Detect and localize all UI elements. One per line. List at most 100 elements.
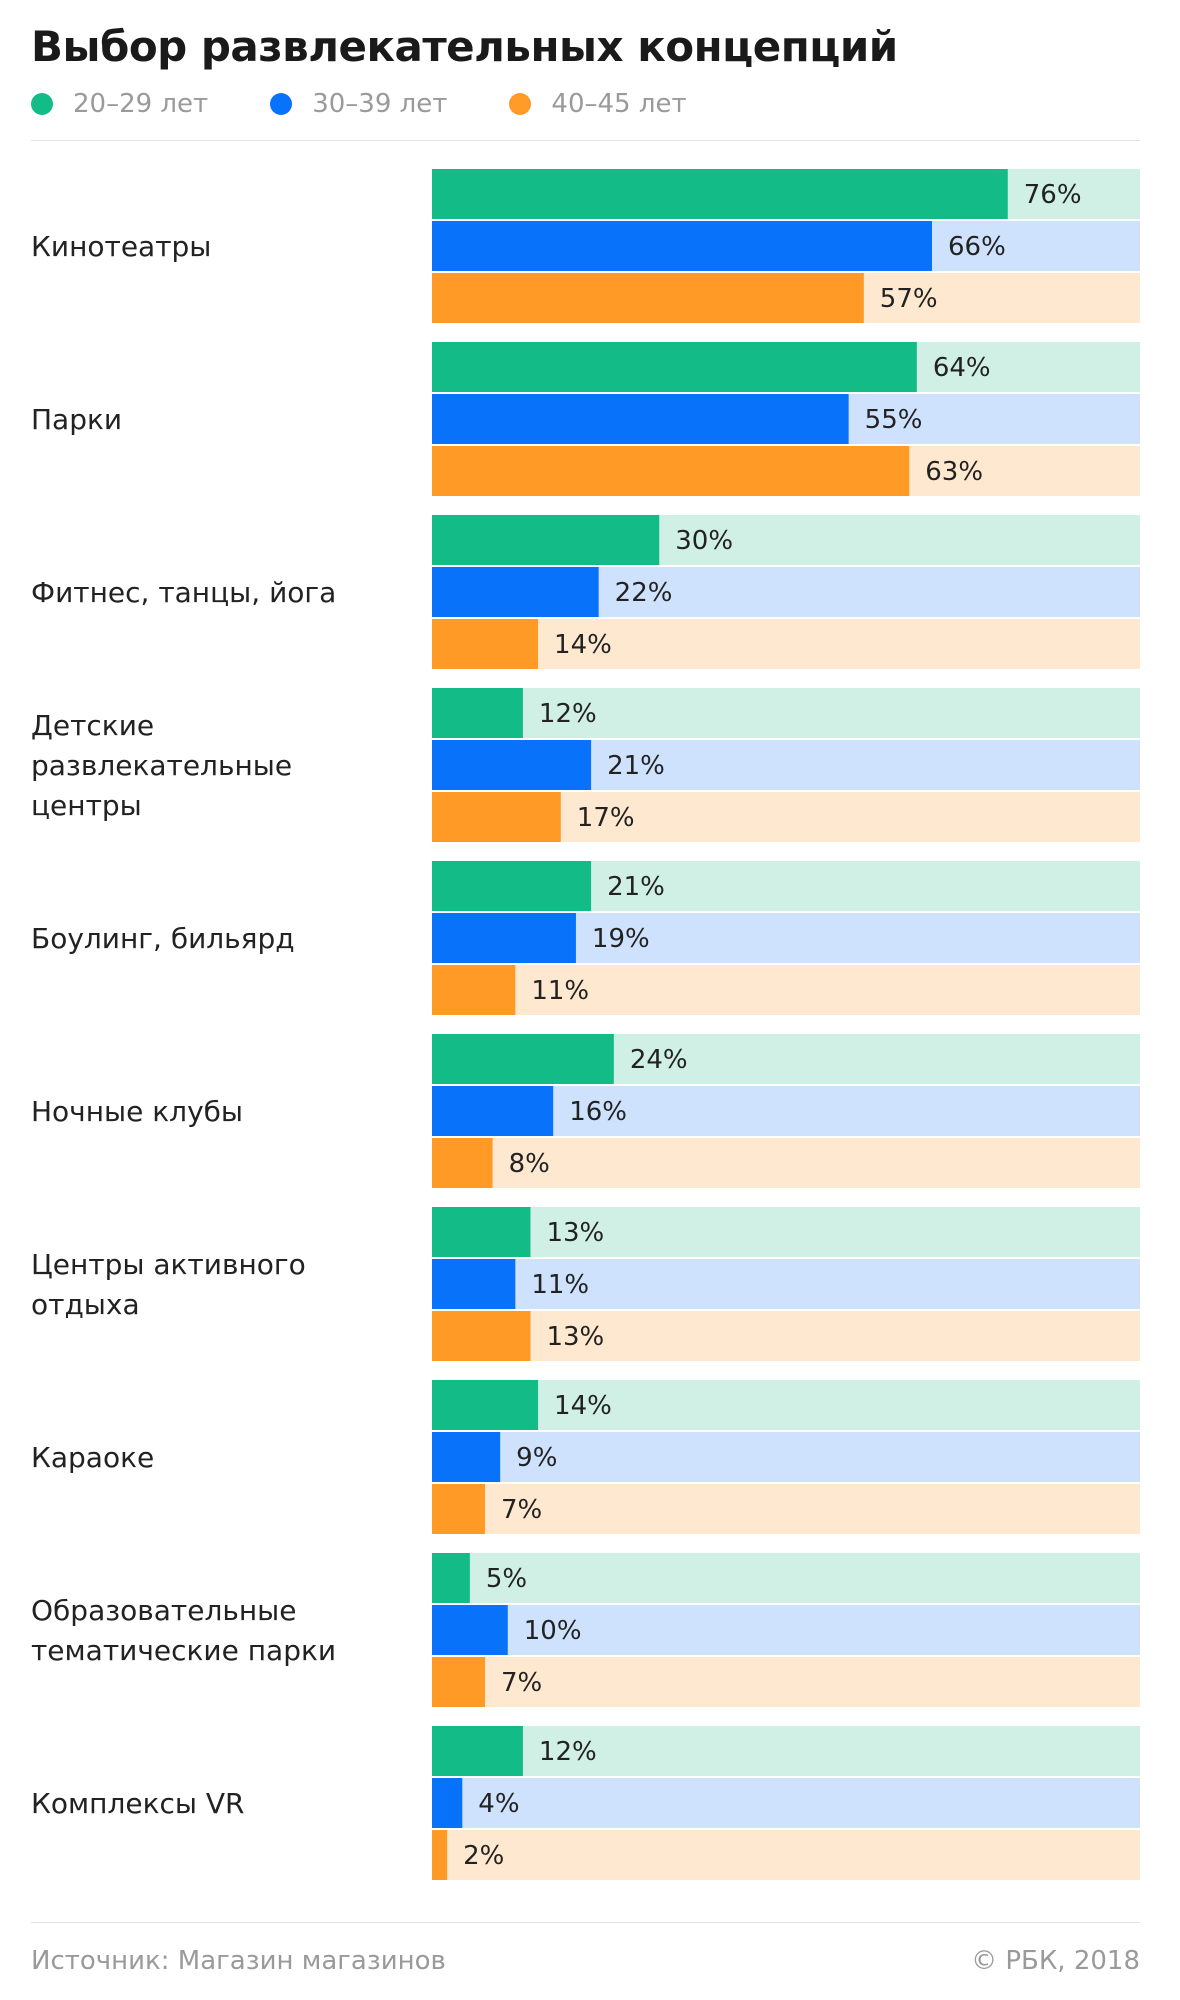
legend: 20–29 лет 30–39 лет 40–45 лет (31, 86, 749, 122)
bar-track-20-29 (432, 1380, 1140, 1430)
bar-track-20-29 (432, 1207, 1140, 1257)
bar-value-label: 11% (531, 976, 589, 1006)
bar-value-label: 55% (865, 405, 923, 435)
bar-value-label: 64% (933, 353, 991, 383)
bar-value-label: 5% (486, 1564, 527, 1594)
bar-track-30-39 (432, 1605, 1140, 1655)
bar-track-40-45 (432, 1311, 1140, 1361)
bar-30-39 (432, 1432, 501, 1482)
category-label-line: Образовательные (31, 1594, 297, 1627)
category-label: Фитнес, танцы, йога (31, 576, 336, 609)
bar-20-29 (432, 688, 523, 738)
bar-value-label: 9% (516, 1443, 557, 1473)
bar-chart: Кинотеатры 76% 66% 57% Парки 64% 55%63% Фитнес,… (31, 169, 1140, 1880)
source-note: Источник: Магазин магазинов (31, 1946, 446, 1976)
bar-30-39 (432, 1605, 508, 1655)
bar-30-39 (432, 913, 576, 963)
bar-30-39 (432, 394, 849, 444)
bar-40-45 (432, 1138, 493, 1188)
bar-40-45 (432, 965, 516, 1015)
bar-30-39 (432, 1778, 463, 1828)
bar-20-29 (432, 169, 1008, 219)
bar-value-label: 12% (539, 1737, 597, 1767)
bar-value-label: 17% (577, 803, 635, 833)
bar-20-29 (432, 861, 592, 911)
legend-label-20-29: 20–29 лет (73, 89, 209, 119)
top-divider (31, 140, 1140, 141)
bar-value-label: 21% (607, 872, 665, 902)
bar-value-label: 13% (546, 1218, 604, 1248)
legend-dot-40-45 (509, 93, 532, 115)
bottom-divider (31, 1922, 1140, 1923)
legend-item-30-39: 30–39 лет (270, 89, 447, 119)
category-label: Ночные клубы (31, 1095, 243, 1128)
bar-30-39 (432, 1259, 516, 1309)
bar-value-label: 24% (630, 1045, 688, 1075)
bar-20-29 (432, 342, 917, 392)
bar-30-39 (432, 221, 932, 271)
bar-20-29 (432, 515, 660, 565)
bar-value-label: 7% (501, 1668, 542, 1698)
copyright-note: © РБК, 2018 (971, 1946, 1140, 1976)
bar-value-label: 8% (509, 1149, 550, 1179)
bar-value-label: 4% (478, 1789, 519, 1819)
bar-track-40-45 (432, 1830, 1140, 1880)
category-label: Образовательные тематические парки (31, 1594, 336, 1667)
category-label-line: отдыха (31, 1288, 140, 1321)
bar-track-30-39 (432, 1778, 1140, 1828)
bar-track-20-29 (432, 1553, 1140, 1603)
legend-label-40-45: 40–45 лет (551, 89, 687, 119)
bar-40-45 (432, 792, 561, 842)
bar-track-40-45 (432, 1138, 1140, 1188)
legend-item-40-45: 40–45 лет (509, 89, 687, 119)
category-label: Комплексы VR (31, 1787, 245, 1820)
bar-40-45 (432, 1484, 486, 1534)
bar-track-40-45 (432, 1484, 1140, 1534)
bar-value-label: 16% (569, 1097, 627, 1127)
bar-value-label: 66% (948, 232, 1006, 262)
bar-value-label: 57% (880, 284, 938, 314)
legend-dot-20-29 (31, 93, 53, 115)
bar-40-45 (432, 1311, 531, 1361)
bar-30-39 (432, 1086, 554, 1136)
bar-value-label: 19% (592, 924, 650, 954)
bar-40-45 (432, 446, 910, 496)
bar-30-39 (432, 740, 592, 790)
bar-track-20-29 (432, 688, 1140, 738)
bar-value-label: 11% (531, 1270, 589, 1300)
category-label-line: Фитнес, танцы, йога (31, 576, 336, 609)
category-label-line: Кинотеатры (31, 230, 211, 263)
category-label-line: Парки (31, 403, 122, 436)
bar-track-30-39 (432, 1432, 1140, 1482)
bar-value-label: 10% (524, 1616, 582, 1646)
category-label-line: тематические парки (31, 1634, 336, 1667)
legend-dot-30-39 (270, 93, 293, 115)
bar-20-29 (432, 1034, 614, 1084)
category-label-line: Боулинг, бильярд (31, 922, 295, 955)
bar-value-label: 7% (501, 1495, 542, 1525)
category-label: Кинотеатры (31, 230, 211, 263)
bar-value-label: 21% (607, 751, 665, 781)
category-label-line: Караоке (31, 1441, 154, 1474)
bar-value-label: 12% (539, 699, 597, 729)
bar-40-45 (432, 619, 539, 669)
bar-20-29 (432, 1553, 470, 1603)
category-label: Центры активного отдыха (31, 1248, 306, 1321)
category-label-line: Детские (31, 709, 154, 742)
category-label-line: Комплексы VR (31, 1787, 245, 1820)
bar-track-30-39 (432, 1259, 1140, 1309)
bar-value-label: 76% (1024, 180, 1082, 210)
bar-value-label: 14% (554, 630, 612, 660)
category-label: Детские развлекательные центры (31, 709, 292, 822)
legend-label-30-39: 30–39 лет (312, 89, 448, 119)
bar-value-label: 22% (615, 578, 673, 608)
bar-track-40-45 (432, 619, 1140, 669)
bar-20-29 (432, 1207, 531, 1257)
category-label: Караоке (31, 1441, 154, 1474)
bar-value-label: 13% (546, 1322, 604, 1352)
bar-value-label: 63% (925, 457, 983, 487)
bar-value-label: 2% (463, 1841, 504, 1871)
bar-40-45 (432, 273, 864, 323)
bar-40-45 (432, 1657, 486, 1707)
bar-20-29 (432, 1380, 539, 1430)
